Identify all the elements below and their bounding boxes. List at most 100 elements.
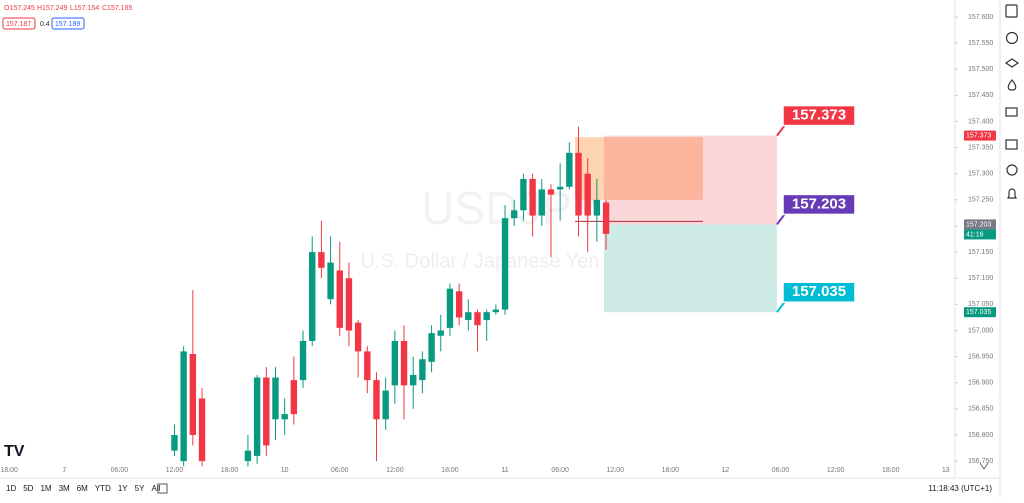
- candle-body: [593, 199, 601, 216]
- axis-entry-label-bg: [964, 219, 996, 230]
- icon[interactable]: [1005, 139, 1018, 150]
- date-range-icon[interactable]: [157, 483, 168, 494]
- orange-zone: [575, 137, 703, 200]
- buy-button[interactable]: [51, 17, 85, 30]
- x-tick-label: 10: [281, 467, 289, 474]
- y-tick-label: 156.850: [968, 406, 993, 413]
- candle-body: [336, 270, 343, 328]
- ohlc-open: O157.245: [4, 5, 35, 12]
- watermark-symbol: USDJPY: [421, 182, 602, 234]
- logo: TV: [4, 443, 25, 460]
- candle-body: [483, 312, 490, 321]
- candle-body: [345, 278, 353, 331]
- y-tick-label: 157.250: [968, 197, 993, 204]
- watermark-name: U.S. Dollar / Japanese Yen: [360, 250, 599, 272]
- icon[interactable]: [1006, 164, 1018, 176]
- stop-zone: [604, 224, 777, 313]
- y-tick-label: 157.350: [968, 144, 993, 151]
- range-button[interactable]: All: [151, 484, 160, 493]
- x-tick-label: 06:00: [772, 467, 790, 474]
- candle-body: [400, 340, 408, 386]
- candle-body: [465, 312, 472, 321]
- y-tick-label: 157.100: [968, 275, 993, 282]
- candle-body: [520, 178, 527, 211]
- y-tick-label: 157.600: [968, 14, 993, 21]
- candle-body: [180, 351, 187, 462]
- range-button[interactable]: YTD: [95, 484, 111, 493]
- y-tick-label: 156.750: [968, 458, 993, 465]
- x-tick-label: 06:00: [111, 467, 129, 474]
- axis-stop-label: 157.035: [966, 309, 991, 316]
- icon[interactable]: [1007, 188, 1017, 199]
- icon[interactable]: [1005, 4, 1018, 18]
- x-tick-label: 11: [501, 467, 508, 474]
- candle-body: [529, 178, 536, 216]
- candle-body: [538, 189, 545, 216]
- candle-body: [318, 252, 325, 268]
- candle-body: [547, 189, 555, 195]
- candle-body: [281, 414, 288, 420]
- candle-body: [171, 434, 178, 451]
- range-button[interactable]: 3M: [59, 484, 70, 493]
- candle-body: [455, 291, 463, 318]
- candle-body: [299, 340, 307, 381]
- countdown-bg: [964, 229, 996, 240]
- price-box: [782, 281, 856, 303]
- candle-body: [354, 322, 362, 352]
- range-button[interactable]: 6M: [77, 484, 88, 493]
- x-tick-label: 13: [942, 467, 950, 474]
- candle-body: [272, 377, 279, 420]
- candle-body: [290, 380, 298, 415]
- price-box: [782, 193, 856, 216]
- candle-body: [556, 186, 564, 190]
- x-tick-label: 18:00: [0, 467, 18, 474]
- range-button[interactable]: 1M: [40, 484, 51, 493]
- y-tick-label: 156.800: [968, 432, 993, 439]
- axis-stop-label-bg: [964, 307, 996, 318]
- x-tick-label: 12:00: [827, 467, 845, 474]
- y-tick-label: 156.900: [968, 380, 993, 387]
- x-tick-label: 18:00: [221, 467, 239, 474]
- side-toolbar: [1004, 4, 1020, 199]
- y-tick-label: 157.550: [968, 40, 993, 47]
- range-button[interactable]: 1D: [6, 484, 16, 493]
- price-box-label: 157.203: [792, 195, 846, 212]
- icon[interactable]: [1005, 107, 1018, 117]
- axis-scroll-icon[interactable]: [979, 462, 989, 470]
- candle-body: [419, 359, 426, 381]
- candle-body: [382, 390, 389, 420]
- candle-body: [428, 333, 435, 362]
- candle-body: [253, 377, 261, 456]
- sell-button[interactable]: [2, 17, 36, 30]
- price-box-label: 157.035: [792, 283, 846, 300]
- candle-body: [244, 450, 252, 462]
- candle-body: [566, 152, 573, 187]
- candle-body: [501, 218, 509, 310]
- y-tick-label: 157.400: [968, 118, 993, 125]
- candle-body: [373, 380, 380, 420]
- icon[interactable]: [1007, 79, 1017, 91]
- y-tick-label: 157.500: [968, 66, 993, 73]
- x-tick-label: 12:00: [166, 467, 184, 474]
- icon[interactable]: [1004, 58, 1020, 68]
- x-tick-label: 18:00: [662, 467, 680, 474]
- axis-entry-label: 157.203: [966, 221, 991, 228]
- candle-body: [391, 340, 399, 386]
- ohlc-high: H157.249: [37, 5, 67, 12]
- x-tick-label: 06:00: [331, 467, 349, 474]
- x-tick-label: 18:00: [441, 467, 459, 474]
- x-tick-label: 12: [722, 467, 730, 474]
- y-tick-label: 157.300: [968, 171, 993, 178]
- candle-body: [602, 202, 610, 234]
- range-button[interactable]: 5Y: [135, 484, 145, 493]
- bid-price: 157.187: [6, 21, 31, 28]
- icon[interactable]: [1005, 31, 1019, 45]
- range-button[interactable]: 1Y: [118, 484, 128, 493]
- candle-body: [410, 374, 417, 386]
- candle-body: [263, 377, 270, 446]
- candle-body: [189, 354, 197, 435]
- range-button[interactable]: 5D: [23, 484, 33, 493]
